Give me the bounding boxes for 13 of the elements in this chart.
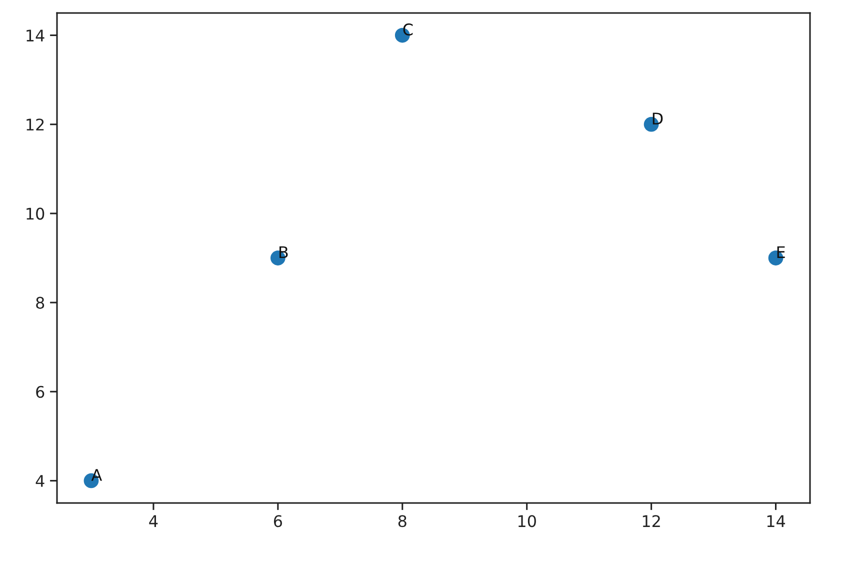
- y-tick-label: 14: [26, 30, 44, 42]
- x-tick-label: 6: [274, 515, 282, 528]
- y-tick-label: 10: [26, 208, 44, 220]
- y-tick-label: 6: [36, 386, 44, 398]
- y-tick-label: 4: [36, 475, 44, 487]
- x-tick-label: 10: [518, 515, 536, 528]
- y-tick-label: 12: [26, 118, 44, 130]
- x-tick-label: 12: [642, 515, 660, 527]
- x-tick-label: 8: [398, 515, 406, 528]
- x-tick-label: 4: [149, 515, 158, 527]
- annotation: D: [652, 112, 663, 124]
- y-tick-label: 8: [36, 296, 44, 309]
- x-tick-label: 14: [767, 515, 786, 527]
